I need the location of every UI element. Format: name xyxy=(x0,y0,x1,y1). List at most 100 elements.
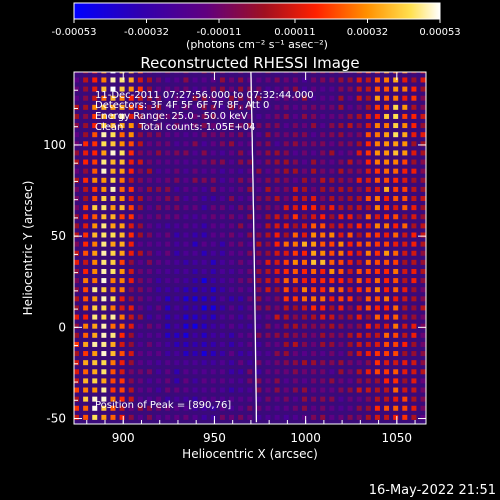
heatmap-cell xyxy=(174,150,180,156)
heatmap-cell xyxy=(393,132,399,138)
heatmap-cell xyxy=(402,323,408,329)
heatmap-cell xyxy=(365,168,371,174)
heatmap-cell xyxy=(201,168,207,174)
heatmap-cell xyxy=(165,186,171,192)
heatmap-cell xyxy=(229,241,235,247)
heatmap-cell xyxy=(402,95,408,101)
heatmap-cell xyxy=(320,414,326,420)
y-tick-label: 50 xyxy=(51,229,66,243)
heatmap-cell xyxy=(229,296,235,302)
heatmap-cell xyxy=(247,150,253,156)
heatmap-cell xyxy=(292,177,298,183)
heatmap-cell xyxy=(156,232,162,238)
heatmap-cell xyxy=(338,232,344,238)
heatmap-cell xyxy=(137,287,143,293)
heatmap-cell xyxy=(283,259,289,265)
heatmap-cell xyxy=(329,360,335,366)
heatmap-cell xyxy=(356,72,362,74)
heatmap-cell xyxy=(192,360,198,366)
heatmap-cell xyxy=(210,323,216,329)
heatmap-cell xyxy=(101,323,107,329)
heatmap-cell xyxy=(338,205,344,211)
heatmap-cell xyxy=(137,168,143,174)
heatmap-cell xyxy=(347,86,353,92)
heatmap-cell xyxy=(301,259,307,265)
heatmap-cell xyxy=(83,86,89,92)
heatmap-cell xyxy=(292,196,298,202)
heatmap-cell xyxy=(174,177,180,183)
heatmap-cell xyxy=(411,232,417,238)
heatmap-cell xyxy=(174,141,180,147)
heatmap-cell xyxy=(320,205,326,211)
heatmap-cell xyxy=(110,296,116,302)
heatmap-cell xyxy=(402,168,408,174)
heatmap-cell xyxy=(74,241,79,247)
heatmap-cell xyxy=(274,259,280,265)
heatmap-cell xyxy=(274,168,280,174)
heatmap-cell xyxy=(210,241,216,247)
heatmap-cell xyxy=(402,214,408,220)
heatmap-cell xyxy=(365,296,371,302)
heatmap-cell xyxy=(128,72,134,74)
heatmap-cell xyxy=(92,72,98,74)
heatmap-cell xyxy=(119,378,125,384)
heatmap-cell xyxy=(311,205,317,211)
heatmap-cell xyxy=(265,405,271,411)
heatmap-cell xyxy=(247,214,253,220)
heatmap-cell xyxy=(356,232,362,238)
heatmap-cell xyxy=(393,250,399,256)
heatmap-cell xyxy=(219,72,225,74)
heatmap-cell xyxy=(101,186,107,192)
heatmap-cell xyxy=(292,296,298,302)
heatmap-cell xyxy=(92,232,98,238)
heatmap-cell xyxy=(229,278,235,284)
heatmap-cell xyxy=(265,186,271,192)
heatmap-cell xyxy=(338,332,344,338)
heatmap-cell xyxy=(146,305,152,311)
heatmap-cell xyxy=(183,278,189,284)
heatmap-cell xyxy=(110,113,116,119)
heatmap-cell xyxy=(192,150,198,156)
heatmap-cell xyxy=(311,360,317,366)
heatmap-cell xyxy=(229,150,235,156)
heatmap-cell xyxy=(274,141,280,147)
heatmap-cell xyxy=(256,405,262,411)
heatmap-cell xyxy=(165,168,171,174)
heatmap-cell xyxy=(402,341,408,347)
heatmap-cell xyxy=(393,314,399,320)
y-axis-label: Heliocentric Y (arcsec) xyxy=(21,181,35,316)
heatmap-cell xyxy=(365,405,371,411)
heatmap-cell xyxy=(201,351,207,357)
heatmap-cell xyxy=(402,378,408,384)
heatmap-cell xyxy=(411,414,417,420)
heatmap-cell xyxy=(210,268,216,274)
heatmap-cell xyxy=(365,186,371,192)
heatmap-cell xyxy=(238,95,244,101)
heatmap-cell xyxy=(119,86,125,92)
heatmap-cell xyxy=(365,95,371,101)
heatmap-cell xyxy=(128,278,134,284)
heatmap-cell xyxy=(229,232,235,238)
heatmap-cell xyxy=(274,95,280,101)
heatmap-cell xyxy=(320,369,326,375)
heatmap-cell xyxy=(374,186,380,192)
heatmap-cell xyxy=(183,405,189,411)
heatmap-cell xyxy=(119,351,125,357)
heatmap-cell xyxy=(329,250,335,256)
heatmap-cell xyxy=(146,159,152,165)
heatmap-cell xyxy=(365,323,371,329)
heatmap-cell xyxy=(192,341,198,347)
heatmap-cell xyxy=(411,214,417,220)
heatmap-cell xyxy=(356,104,362,110)
heatmap-cell xyxy=(356,296,362,302)
heatmap-cell xyxy=(420,351,426,357)
heatmap-cell xyxy=(101,86,107,92)
heatmap-cell xyxy=(229,414,235,420)
heatmap-cell xyxy=(165,305,171,311)
heatmap-cell xyxy=(411,268,417,274)
heatmap-cell xyxy=(356,341,362,347)
heatmap-cell xyxy=(393,369,399,375)
heatmap-cell xyxy=(137,341,143,347)
heatmap-cell xyxy=(265,223,271,229)
